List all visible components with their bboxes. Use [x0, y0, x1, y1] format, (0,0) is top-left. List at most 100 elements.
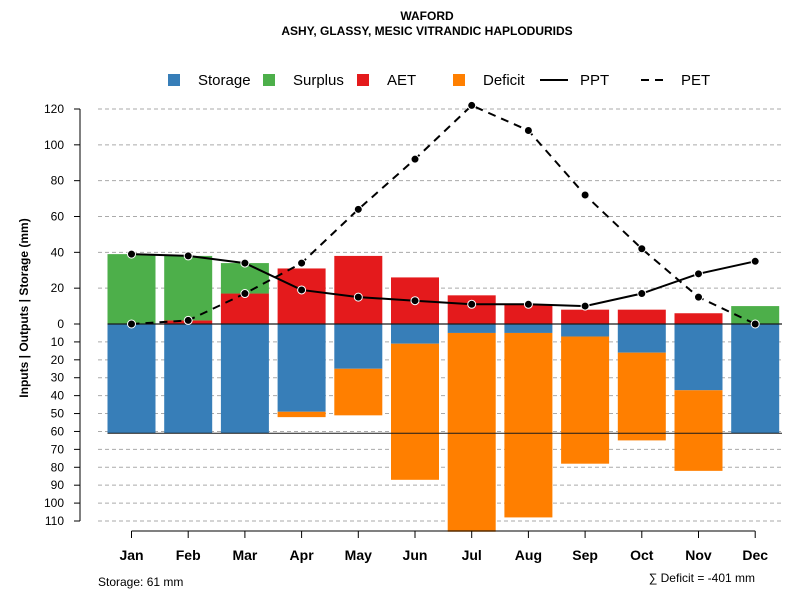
y-tick-label: 80 — [51, 174, 65, 188]
pet-point — [240, 289, 250, 299]
ppt-point — [410, 296, 420, 306]
deficit-bar — [447, 332, 496, 532]
aet-bar — [617, 309, 666, 324]
y-tick-label: 100 — [44, 496, 64, 510]
x-tick-label-dec: Dec — [742, 547, 768, 563]
x-tick-label-apr: Apr — [290, 547, 315, 563]
y-tick-label: 60 — [51, 424, 65, 438]
surplus-bar — [164, 255, 213, 321]
y-tick-label: 110 — [45, 514, 64, 528]
legend-swatch-surplus — [263, 74, 275, 86]
ppt-point — [353, 292, 363, 302]
storage-bar — [447, 324, 496, 333]
legend-swatch-storage — [168, 74, 180, 86]
pet-point — [353, 204, 363, 214]
surplus-bar — [107, 254, 156, 324]
pet-point — [183, 315, 193, 325]
deficit-bar — [504, 332, 553, 518]
y-tick-label: 90 — [51, 478, 65, 492]
storage-bar — [617, 324, 666, 353]
storage-bar — [674, 324, 723, 391]
x-tick-label-jul: Jul — [462, 547, 482, 563]
legend-swatch-aet — [357, 74, 369, 86]
pet-point — [410, 154, 420, 164]
legend-label-deficit: Deficit — [483, 72, 526, 89]
chart-title: WAFORD — [400, 9, 454, 23]
y-tick-label: 0 — [57, 317, 64, 331]
ppt-point — [750, 256, 760, 266]
legend-label-storage: Storage — [198, 72, 251, 89]
y-tick-label: 20 — [51, 281, 65, 295]
storage-bar — [277, 324, 326, 412]
x-tick-label-jan: Jan — [119, 547, 143, 563]
ppt-point — [297, 285, 307, 295]
x-tick-label-mar: Mar — [232, 547, 257, 563]
aet-bar — [334, 255, 383, 324]
pet-point — [523, 126, 533, 135]
x-tick-label-feb: Feb — [176, 547, 201, 563]
ppt-point — [127, 249, 136, 259]
aet-bar — [447, 295, 496, 324]
aet-bar — [674, 313, 723, 324]
aet-bar — [561, 309, 610, 324]
ppt-point — [240, 258, 250, 268]
deficit-bar — [561, 336, 610, 464]
storage-bar — [504, 324, 553, 333]
pet-point — [467, 100, 477, 110]
storage-bar — [731, 324, 780, 434]
surplus-bar — [731, 306, 780, 324]
deficit-sum-footnote: ∑ Deficit = -401 mm — [649, 571, 755, 585]
y-tick-label: 20 — [51, 353, 65, 367]
storage-bar — [561, 324, 610, 337]
legend-label-pet: PET — [681, 72, 710, 89]
chart-subtitle: ASHY, GLASSY, MESIC VITRANDIC HAPLODURID… — [281, 24, 572, 38]
y-tick-label: 40 — [51, 389, 65, 403]
pet-point — [694, 292, 703, 302]
deficit-bar — [391, 343, 439, 480]
storage-bar — [107, 324, 156, 434]
x-tick-label-sep: Sep — [572, 547, 598, 563]
aet-bar — [220, 293, 269, 324]
storage-bar — [391, 324, 439, 344]
legend-label-surplus: Surplus — [293, 72, 344, 89]
pet-point — [750, 319, 760, 329]
ppt-point — [637, 289, 647, 299]
storage-footnote: Storage: 61 mm — [98, 575, 183, 589]
x-tick-label-may: May — [345, 547, 372, 563]
pet-point — [127, 319, 136, 329]
y-axis-label: Inputs | Outputs | Storage (mm) — [17, 218, 31, 397]
deficit-bar — [277, 411, 326, 418]
deficit-bar — [334, 368, 383, 416]
y-tick-label: 40 — [51, 245, 65, 259]
ppt-point — [580, 301, 590, 311]
storage-bar — [334, 324, 383, 369]
legend-label-ppt: PPT — [580, 72, 609, 89]
ppt-line — [131, 253, 756, 308]
legend-label-aet: AET — [387, 72, 416, 89]
pet-point — [637, 244, 647, 254]
aet-bar — [277, 268, 326, 324]
y-tick-label: 60 — [51, 210, 65, 224]
x-tick-label-aug: Aug — [515, 547, 542, 563]
deficit-bar — [674, 390, 723, 471]
ppt-point — [183, 251, 193, 261]
x-tick-label-oct: Oct — [630, 547, 654, 563]
ppt-point — [694, 269, 703, 279]
x-tick-label-jun: Jun — [403, 547, 428, 563]
lines — [127, 100, 760, 329]
y-tick-label: 100 — [44, 138, 64, 152]
y-tick-label: 30 — [51, 371, 65, 385]
ppt-point — [467, 299, 477, 309]
bars — [107, 254, 780, 532]
pet-point — [580, 190, 590, 200]
axes: 0 20 40 60 80 100 120 10 20 30 40 50 60 70 80 90 100 110 J… — [44, 102, 782, 563]
y-tick-label: 70 — [51, 442, 65, 456]
y-tick-label: 10 — [51, 335, 65, 349]
deficit-bar — [617, 352, 666, 441]
ppt-point — [523, 299, 533, 309]
x-tick-label-nov: Nov — [685, 547, 712, 563]
y-tick-label: 80 — [51, 460, 65, 474]
surplus-bar — [220, 263, 269, 294]
